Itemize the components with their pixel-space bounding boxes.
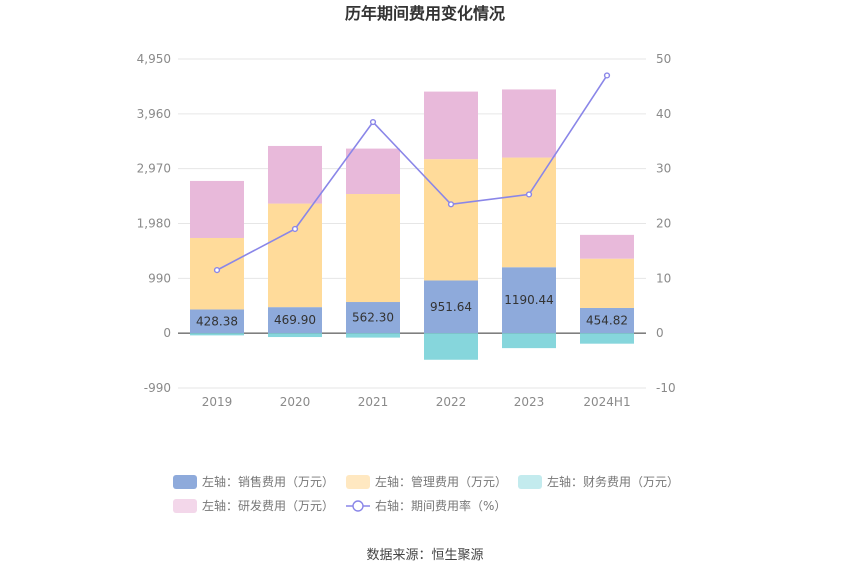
left-tick-label: 1,980 — [137, 217, 171, 231]
gridlines — [178, 58, 646, 389]
bar-segment — [190, 333, 244, 336]
bar-segment — [580, 333, 634, 344]
rate-point — [525, 191, 533, 198]
legend-swatch-marker — [352, 500, 364, 512]
bar-value-label: 951.64 — [430, 300, 472, 314]
x-tick-label: 2023 — [514, 395, 545, 409]
legend-label: 左轴：管理费用（万元） — [375, 474, 507, 489]
rate-point — [447, 201, 455, 208]
bar-segment — [268, 307, 322, 334]
bar-value-label: 428.38 — [196, 314, 238, 328]
x-tick-label: 2024H1 — [583, 395, 630, 409]
left-tick-label: 2,970 — [137, 162, 171, 176]
x-tick-label: 2020 — [280, 395, 311, 409]
bar-segment — [502, 333, 556, 349]
rate-point — [291, 225, 299, 233]
bar-segment — [502, 267, 556, 334]
left-tick-label: 4,950 — [137, 52, 171, 66]
legend-label: 左轴：研发费用（万元） — [202, 498, 334, 513]
legend-label: 左轴：财务费用（万元） — [547, 474, 679, 489]
bar-segment — [190, 237, 244, 310]
bar-segment — [346, 148, 400, 195]
bar-value-label: 1190.44 — [504, 293, 554, 307]
bar-segment — [424, 333, 478, 360]
bars: 428.38 469.90 562.30 951.64 1190.44 454.82 — [190, 89, 634, 360]
bar-segment — [346, 194, 400, 303]
left-tick-label: 0 — [163, 326, 171, 340]
legend: 左轴：销售费用（万元） 左轴：管理费用（万元） 左轴：财务费用（万元） 左轴：研发费用… — [173, 474, 679, 513]
right-tick-label: -10 — [656, 381, 676, 395]
right-tick-label: 10 — [656, 271, 671, 285]
bar-segment — [502, 89, 556, 158]
left-axis: 4,950 3,960 2,970 1,980 990 0 -990 — [137, 52, 171, 395]
left-tick-label: -990 — [144, 381, 171, 395]
bar-segment — [346, 333, 400, 338]
left-tick-label: 990 — [148, 271, 171, 285]
bar-segment — [424, 91, 478, 160]
bar-segment — [580, 258, 634, 308]
right-tick-label: 40 — [656, 107, 671, 121]
right-tick-label: 20 — [656, 217, 671, 231]
bar-segment — [580, 234, 634, 259]
legend-label: 右轴：期间费用率（%） — [375, 498, 506, 513]
right-tick-label: 30 — [656, 162, 671, 176]
x-tick-label: 2019 — [202, 395, 233, 409]
x-tick-label: 2021 — [358, 395, 389, 409]
bar-value-label: 562.30 — [352, 311, 394, 325]
bar-segment — [190, 180, 244, 238]
right-tick-label: 0 — [656, 326, 664, 340]
chart-title: 历年期间费用变化情况 — [345, 4, 505, 23]
rate-line — [213, 72, 611, 274]
rate-point — [603, 72, 611, 79]
data-source: 数据来源：恒生聚源 — [366, 548, 483, 563]
x-axis: 2019 2020 2021 2022 2023 2024H1 — [202, 395, 631, 409]
bar-segment — [502, 157, 556, 268]
bar-segment — [190, 309, 244, 334]
rate-line-path — [216, 75, 608, 271]
legend-swatch — [346, 475, 370, 489]
rate-point — [369, 118, 377, 126]
right-tick-label: 50 — [656, 52, 671, 66]
x-tick-label: 2022 — [436, 395, 467, 409]
legend-label: 左轴：销售费用（万元） — [202, 474, 334, 489]
bar-value-label: 454.82 — [586, 314, 628, 328]
bar-segment — [424, 280, 478, 334]
bar-segment — [580, 307, 634, 334]
bar-segment — [424, 159, 478, 281]
bar-segment — [268, 203, 322, 308]
right-axis: 50 40 30 20 10 0 -10 — [656, 52, 676, 395]
left-tick-label: 3,960 — [137, 107, 171, 121]
legend-swatch — [173, 475, 197, 489]
rate-point — [213, 267, 221, 274]
bar-segment — [268, 333, 322, 338]
bar-segment — [268, 145, 322, 204]
bar-value-label: 469.90 — [274, 313, 316, 327]
legend-swatch — [173, 499, 197, 513]
legend-swatch — [518, 475, 542, 489]
bar-segment — [346, 302, 400, 334]
